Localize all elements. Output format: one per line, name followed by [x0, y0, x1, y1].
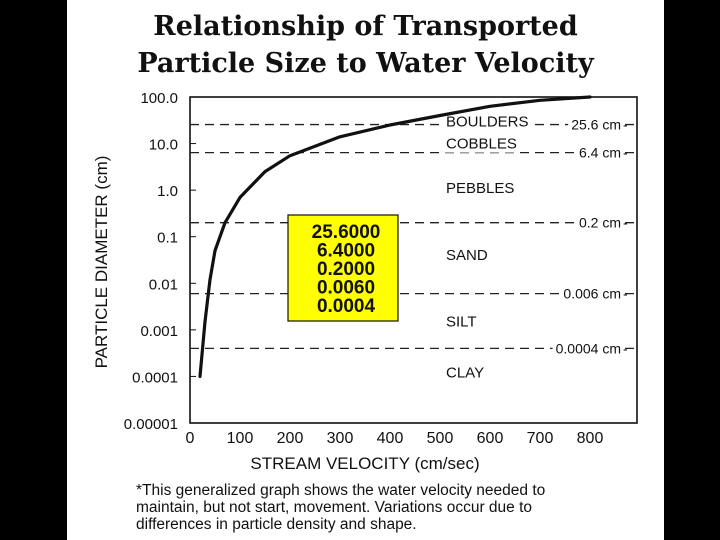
x-tick-label: 700 [527, 430, 554, 447]
x-tick-label: 600 [477, 430, 504, 447]
y-tick-label: 1.0 [157, 183, 178, 200]
chart-subtitle: Particle Size to Water Velocity [137, 48, 594, 79]
class-label: PEBBLES [446, 180, 514, 197]
boundary-label: 25.6 cm [571, 117, 621, 133]
annotation-value: 0.0060 [317, 278, 375, 299]
boundary-label: 0.2 cm [579, 215, 621, 231]
x-tick-label: 100 [227, 430, 254, 447]
class-label-bg [444, 113, 531, 131]
x-axis-label: STREAM VELOCITY (cm/sec) [250, 454, 479, 473]
footnote-line-1: *This generalized graph shows the water … [136, 482, 546, 499]
boundary-dash: - [623, 286, 628, 302]
x-tick-label: 800 [577, 430, 604, 447]
y-tick-label: 10.0 [149, 137, 178, 154]
boundary-label-bg [560, 284, 624, 303]
footnote-line-2: maintain, but not start, movement. Varia… [136, 499, 533, 516]
boundary-dash: - [623, 117, 628, 133]
class-label-bg [444, 135, 519, 153]
class-label-bg [444, 313, 479, 331]
x-tick-label: 400 [377, 430, 404, 447]
boundary-dash: - [623, 215, 628, 231]
annotation-value: 6.4000 [317, 241, 375, 262]
y-tick-label: 0.1 [157, 230, 178, 247]
plot-frame [189, 96, 638, 424]
y-tick-label: 0.00001 [124, 416, 178, 433]
y-tick-label: 0.001 [140, 323, 178, 340]
annotation-value: 0.2000 [317, 259, 375, 280]
boundary-dash: - [623, 145, 628, 161]
footnote-line-3: differences in particle density and shap… [136, 516, 417, 533]
boundary-label-bg [568, 115, 624, 134]
boundary-label-bg [575, 213, 624, 232]
class-label: BOULDERS [446, 113, 529, 130]
y-axis-label: PARTICLE DIAMETER (cm) [92, 156, 111, 369]
y-tick-label: 0.01 [149, 276, 178, 293]
boundary-label: 0.006 cm [563, 286, 621, 302]
class-label: SAND [446, 247, 488, 264]
chart-title: Relationship of Transported [153, 11, 578, 42]
class-label: COBBLES [446, 136, 517, 153]
boundary-dash: - [623, 340, 628, 356]
annotation-box [287, 214, 399, 322]
class-label-bg [444, 247, 490, 265]
boundary-label-bg [552, 339, 624, 358]
x-tick-label: 0 [186, 430, 195, 447]
x-tick-label: 300 [327, 430, 354, 447]
boundary-label-bg [575, 143, 624, 162]
velocity-curve [198, 95, 592, 378]
class-label-bg [444, 180, 517, 198]
annotation-value: 0.0004 [317, 296, 376, 317]
x-tick-label: 500 [427, 430, 454, 447]
annotation-value: 25.6000 [312, 222, 381, 243]
boundary-label: 6.4 cm [579, 145, 621, 161]
y-tick-label: 100.0 [140, 90, 178, 107]
boundary-label: 0.0004 cm [556, 340, 621, 356]
class-label: SILT [446, 314, 477, 331]
class-label: CLAY [446, 365, 484, 382]
y-tick-label: 0.0001 [132, 369, 178, 386]
x-tick-label: 200 [277, 430, 304, 447]
class-label-bg [444, 364, 487, 382]
